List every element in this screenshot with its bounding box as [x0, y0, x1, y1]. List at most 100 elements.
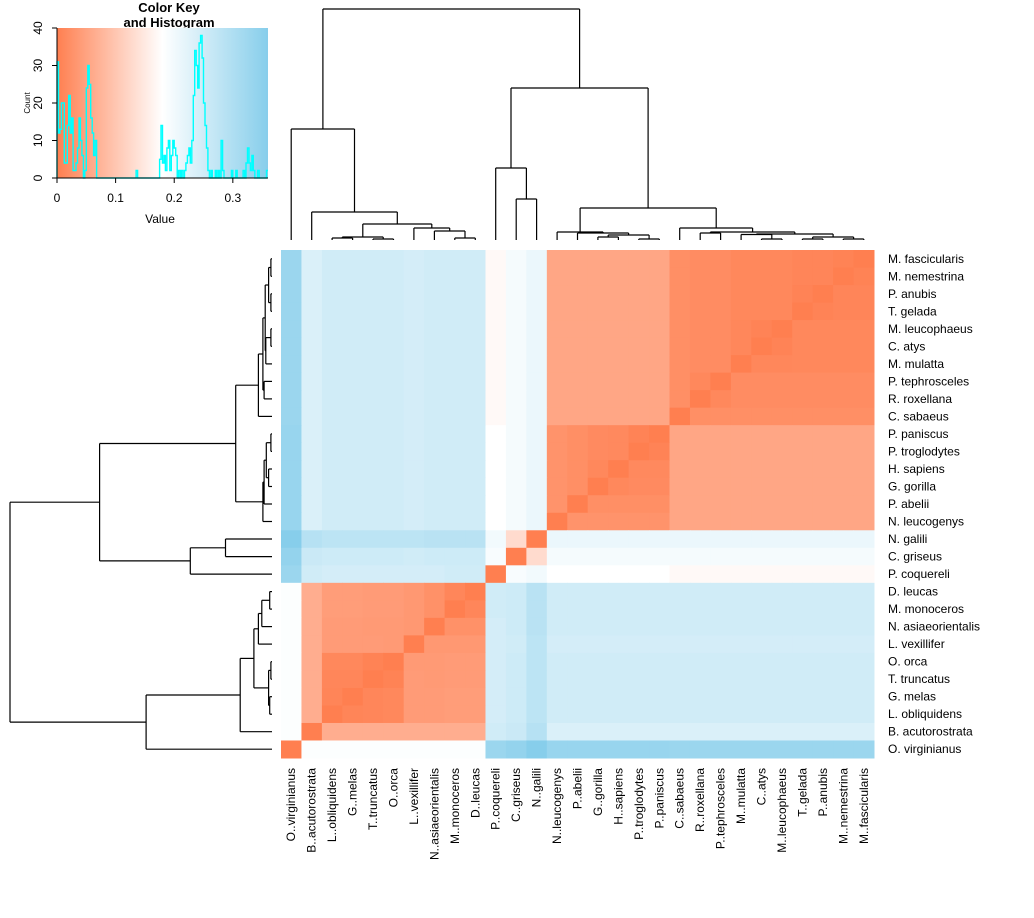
- heatmap-cell: [608, 302, 630, 321]
- heatmap-cell: [587, 407, 609, 426]
- heatmap-cell: [546, 512, 568, 531]
- heatmap-cell: [833, 390, 855, 409]
- heatmap-cell: [710, 355, 732, 374]
- heatmap-cell: [342, 635, 364, 654]
- heatmap-cell: [383, 302, 405, 321]
- heatmap-cell: [383, 407, 405, 426]
- heatmap-cell: [546, 250, 568, 269]
- heatmap-cell: [628, 582, 650, 601]
- heatmap-cell: [710, 512, 732, 531]
- heatmap-cell: [362, 425, 384, 444]
- heatmap-cell: [608, 705, 630, 724]
- heatmap-cell: [689, 530, 711, 549]
- heatmap-cell: [383, 390, 405, 409]
- heatmap-cell: [669, 460, 691, 479]
- heatmap-cell: [485, 512, 507, 531]
- heatmap-cell: [608, 372, 630, 391]
- heatmap-cell: [281, 267, 302, 286]
- heatmap-cell: [424, 512, 446, 531]
- heatmap-cell: [628, 670, 650, 689]
- heatmap-cell: [669, 477, 691, 496]
- heatmap-cell: [771, 740, 793, 759]
- heatmap-cell: [403, 302, 425, 321]
- heatmap-cell: [587, 547, 609, 566]
- heatmap-cell: [383, 705, 405, 724]
- heatmap-cell: [669, 547, 691, 566]
- heatmap-cell: [710, 407, 732, 426]
- heatmap-cell: [792, 477, 814, 496]
- heatmap-cell: [751, 250, 773, 269]
- heatmap-cell: [403, 477, 425, 496]
- heatmap-cell: [321, 512, 343, 531]
- heatmap-cell: [649, 355, 671, 374]
- heatmap-cell: [342, 425, 364, 444]
- heatmap-cell: [771, 495, 793, 514]
- heatmap-cell: [628, 600, 650, 619]
- column-label: N..leucogenys: [550, 768, 564, 844]
- heatmap-cell: [362, 652, 384, 671]
- heatmap-cell: [383, 477, 405, 496]
- heatmap-cell: [301, 670, 323, 689]
- heatmap-cell: [465, 372, 486, 391]
- heatmap-cell: [833, 250, 855, 269]
- row-label: P. coquereli: [888, 567, 950, 581]
- heatmap-cell: [383, 355, 405, 374]
- heatmap-cell: [321, 407, 343, 426]
- heatmap-cell: [567, 512, 589, 531]
- heatmap-cell: [424, 652, 446, 671]
- heatmap-cell: [649, 337, 671, 356]
- heatmap-cell: [321, 530, 343, 549]
- heatmap-cell: [403, 267, 425, 286]
- heatmap-cell: [730, 740, 752, 759]
- row-label: G. gorilla: [888, 480, 936, 494]
- heatmap-cell: [771, 705, 793, 724]
- heatmap-cell: [649, 740, 671, 759]
- heatmap-cell: [792, 407, 814, 426]
- heatmap-cell: [403, 495, 425, 514]
- heatmap-cell: [465, 477, 486, 496]
- heatmap-cell: [444, 460, 466, 479]
- heatmap-cell: [853, 740, 875, 759]
- heatmap-cell: [526, 495, 548, 514]
- heatmap-cell: [424, 530, 446, 549]
- heatmap-cell: [730, 267, 752, 286]
- heatmap-cell: [281, 705, 302, 724]
- heatmap-cell: [301, 320, 323, 339]
- heatmap-cell: [628, 320, 650, 339]
- heatmap-cell: [608, 355, 630, 374]
- heatmap-cell: [730, 495, 752, 514]
- heatmap-cell: [812, 652, 834, 671]
- heatmap-cell: [710, 530, 732, 549]
- heatmap-cell: [771, 617, 793, 636]
- heatmap-cell: [424, 565, 446, 584]
- heatmap-cell: [546, 652, 568, 671]
- heatmap-cell: [751, 425, 773, 444]
- heatmap-cell: [301, 740, 323, 759]
- heatmap-cell: [587, 442, 609, 461]
- heatmap-cell: [403, 320, 425, 339]
- heatmap-cell: [853, 337, 875, 356]
- heatmap-cell: [424, 687, 446, 706]
- heatmap-cell: [281, 565, 302, 584]
- heatmap-cell: [710, 267, 732, 286]
- heatmap-cell: [546, 547, 568, 566]
- heatmap-cell: [730, 565, 752, 584]
- heatmap-cell: [526, 687, 548, 706]
- heatmap-cell: [465, 635, 486, 654]
- heatmap-cell: [301, 460, 323, 479]
- heatmap-cell: [710, 547, 732, 566]
- heatmap-cell: [383, 425, 405, 444]
- heatmap-cell: [689, 600, 711, 619]
- heatmap-cell: [751, 670, 773, 689]
- heatmap-cell: [485, 355, 507, 374]
- heatmap-cell: [465, 495, 486, 514]
- heatmap-cell: [301, 582, 323, 601]
- heatmap-cell: [526, 425, 548, 444]
- heatmap-cell: [567, 285, 589, 304]
- heatmap-cell: [465, 722, 486, 741]
- heatmap-cell: [587, 635, 609, 654]
- heatmap-cell: [567, 460, 589, 479]
- heatmap-cell: [853, 512, 875, 531]
- heatmap-cell: [649, 425, 671, 444]
- heatmap-cell: [362, 477, 384, 496]
